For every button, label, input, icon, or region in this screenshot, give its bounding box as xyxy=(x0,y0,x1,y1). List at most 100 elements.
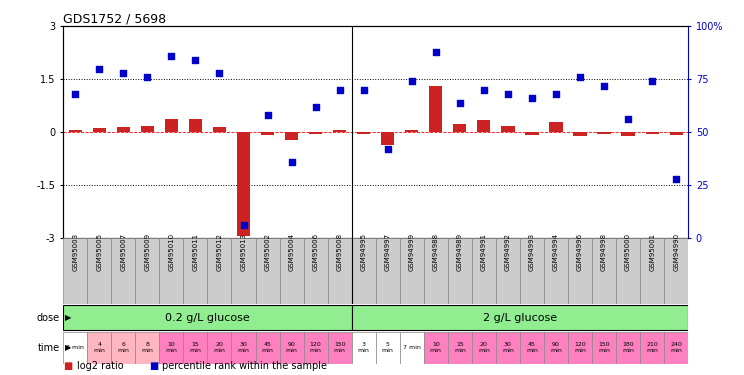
Bar xyxy=(309,132,322,134)
Point xyxy=(165,53,177,59)
Point xyxy=(93,66,105,72)
Point xyxy=(382,146,394,152)
Point xyxy=(405,78,417,84)
Bar xyxy=(664,332,688,364)
Bar xyxy=(141,126,154,132)
Point xyxy=(190,57,202,63)
Bar xyxy=(165,119,178,132)
Bar xyxy=(520,332,544,364)
FancyBboxPatch shape xyxy=(63,238,87,304)
Text: ▶: ▶ xyxy=(65,314,71,322)
Text: GSM95001: GSM95001 xyxy=(650,233,655,271)
Bar xyxy=(453,124,466,132)
Bar xyxy=(261,132,275,135)
Text: log2 ratio: log2 ratio xyxy=(77,362,124,371)
Bar xyxy=(568,332,592,364)
Bar xyxy=(405,130,418,132)
Text: GSM95008: GSM95008 xyxy=(337,233,343,271)
Bar xyxy=(400,332,424,364)
Text: ▶: ▶ xyxy=(65,344,71,352)
Bar xyxy=(352,332,376,364)
Text: GSM95009: GSM95009 xyxy=(144,233,150,271)
Bar xyxy=(208,332,231,364)
FancyBboxPatch shape xyxy=(255,238,280,304)
Text: 120
min: 120 min xyxy=(574,342,586,353)
Text: GSM95013: GSM95013 xyxy=(240,233,246,271)
Point xyxy=(118,70,129,76)
Point xyxy=(574,74,586,80)
Text: 8
min: 8 min xyxy=(141,342,153,353)
FancyBboxPatch shape xyxy=(568,238,592,304)
Text: GSM94999: GSM94999 xyxy=(408,233,414,271)
Text: GSM95010: GSM95010 xyxy=(168,233,174,271)
Point xyxy=(430,49,442,55)
Text: GSM95007: GSM95007 xyxy=(121,233,126,271)
Point xyxy=(69,91,81,97)
Text: 20
min: 20 min xyxy=(478,342,490,353)
Bar xyxy=(280,332,304,364)
Text: 90
min: 90 min xyxy=(550,342,562,353)
Text: 4
min: 4 min xyxy=(93,342,105,353)
Text: 150
min: 150 min xyxy=(598,342,610,353)
Bar xyxy=(574,132,587,136)
Bar xyxy=(117,127,130,132)
FancyBboxPatch shape xyxy=(135,238,159,304)
FancyBboxPatch shape xyxy=(184,238,208,304)
Bar xyxy=(472,332,496,364)
Bar xyxy=(213,127,226,132)
Text: 7 min: 7 min xyxy=(403,345,420,350)
Text: ■: ■ xyxy=(63,362,72,371)
Bar xyxy=(68,130,82,132)
FancyBboxPatch shape xyxy=(472,238,496,304)
Point xyxy=(502,91,514,97)
Point xyxy=(310,104,321,110)
FancyBboxPatch shape xyxy=(424,238,448,304)
Bar xyxy=(616,332,640,364)
Point xyxy=(550,91,562,97)
Text: 20
min: 20 min xyxy=(214,342,225,353)
Bar xyxy=(285,132,298,140)
Point xyxy=(622,117,634,123)
FancyBboxPatch shape xyxy=(520,238,544,304)
Text: GSM95006: GSM95006 xyxy=(312,233,318,271)
FancyBboxPatch shape xyxy=(112,238,135,304)
Bar xyxy=(597,132,611,134)
Bar xyxy=(237,132,250,236)
Text: GSM95000: GSM95000 xyxy=(625,233,631,271)
FancyBboxPatch shape xyxy=(616,238,640,304)
Bar xyxy=(544,332,568,364)
Bar xyxy=(525,132,539,135)
Text: GSM94997: GSM94997 xyxy=(385,233,391,271)
Text: GSM94989: GSM94989 xyxy=(457,233,463,271)
FancyBboxPatch shape xyxy=(448,238,472,304)
FancyBboxPatch shape xyxy=(640,238,664,304)
FancyBboxPatch shape xyxy=(352,238,376,304)
Point xyxy=(454,99,466,105)
Text: 45
min: 45 min xyxy=(262,342,274,353)
Point xyxy=(526,95,538,101)
Text: GSM95012: GSM95012 xyxy=(217,233,222,271)
FancyBboxPatch shape xyxy=(664,238,688,304)
Text: 5
min: 5 min xyxy=(382,342,394,353)
Bar xyxy=(304,332,327,364)
Point xyxy=(214,70,225,76)
FancyBboxPatch shape xyxy=(327,238,352,304)
Bar xyxy=(135,332,159,364)
Text: 10
min: 10 min xyxy=(165,342,177,353)
Point xyxy=(262,112,274,118)
Bar xyxy=(549,122,562,132)
Text: GSM94990: GSM94990 xyxy=(673,233,679,271)
Text: GSM94995: GSM94995 xyxy=(361,233,367,271)
Text: GSM94993: GSM94993 xyxy=(529,233,535,271)
Text: 180
min: 180 min xyxy=(622,342,634,353)
Text: 10
min: 10 min xyxy=(430,342,442,353)
Point xyxy=(670,176,682,182)
FancyBboxPatch shape xyxy=(376,238,400,304)
Bar xyxy=(424,332,448,364)
Text: GSM94994: GSM94994 xyxy=(553,233,559,271)
Text: 2 min: 2 min xyxy=(66,345,84,350)
Bar xyxy=(112,332,135,364)
FancyBboxPatch shape xyxy=(208,238,231,304)
Text: 210
min: 210 min xyxy=(647,342,658,353)
Text: GSM94988: GSM94988 xyxy=(433,233,439,271)
